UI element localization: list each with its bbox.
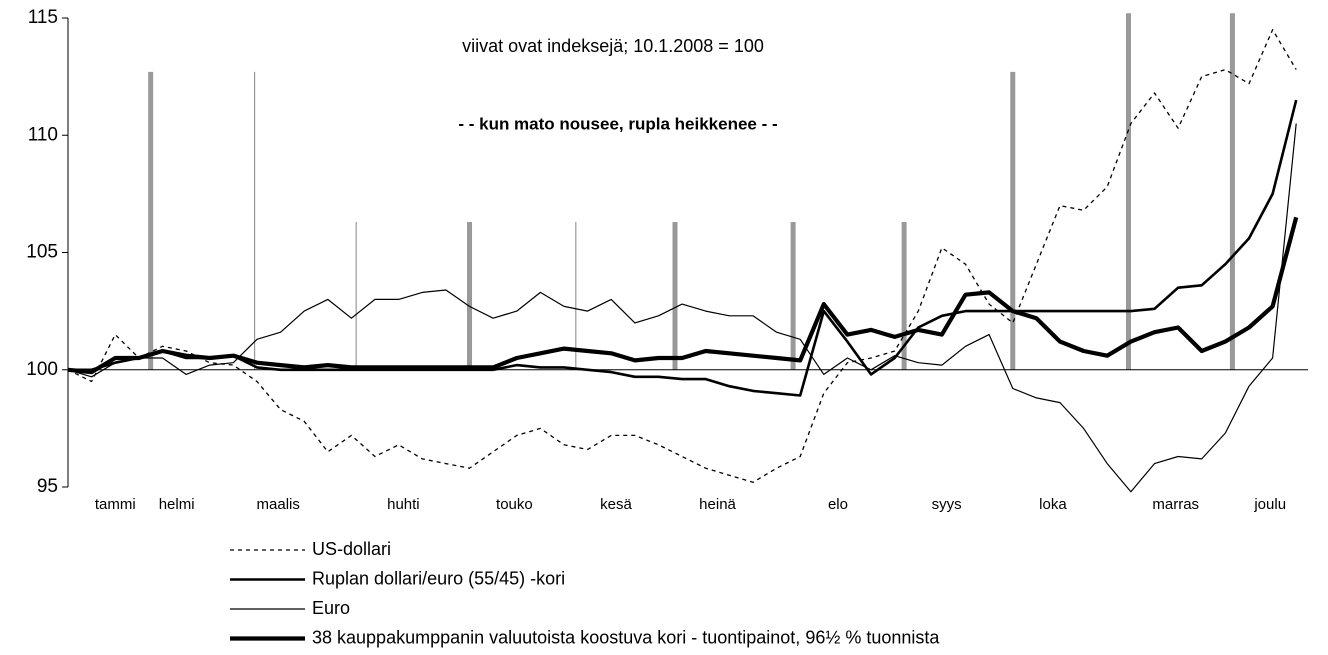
y-tick-label: 110 — [28, 124, 58, 145]
series-line — [68, 99, 1298, 397]
x-tick-label: loka — [1039, 496, 1067, 513]
annotation: viivat ovat indeksejä; 10.1.2008 = 100 — [462, 36, 764, 56]
x-tick-label: maalis — [257, 496, 300, 513]
x-tick-label: joulu — [1253, 496, 1286, 513]
x-tick-label: marras — [1152, 496, 1199, 513]
series-line — [67, 123, 1297, 493]
annotation: - - kun mato nousee, rupla heikkenee - - — [458, 114, 777, 133]
x-tick-label: heinä — [699, 496, 736, 513]
x-tick-label: tammi — [95, 496, 136, 513]
y-tick-label: 105 — [26, 242, 58, 263]
y-tick-label: 95 — [37, 476, 58, 497]
series-line — [67, 29, 1297, 483]
y-tick-label: 100 — [26, 359, 58, 380]
x-tick-label: touko — [496, 496, 533, 513]
legend-label: US-dollari — [312, 539, 391, 559]
x-tick-label: helmi — [159, 496, 195, 513]
series-line — [67, 216, 1299, 375]
x-tick-label: huhti — [387, 496, 420, 513]
x-tick-label: syys — [932, 496, 962, 513]
legend-label: 38 kauppakumppanin valuutoista koostuva … — [312, 627, 940, 647]
x-tick-label: elo — [828, 496, 848, 513]
legend-label: Euro — [312, 598, 350, 618]
y-tick-label: 115 — [28, 7, 58, 28]
x-tick-label: kesä — [600, 496, 632, 513]
legend-label: Ruplan dollari/euro (55/45) -kori — [312, 568, 565, 588]
